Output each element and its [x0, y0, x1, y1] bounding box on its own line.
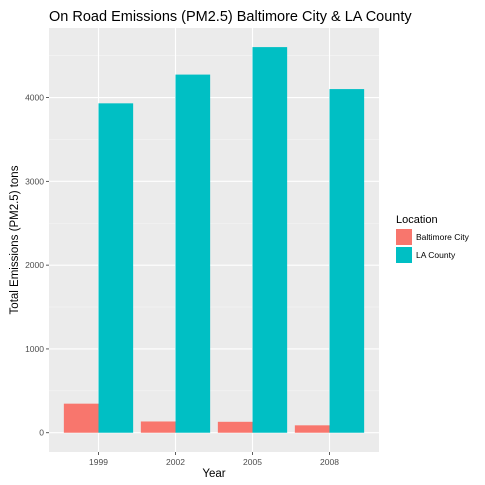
bars — [63, 47, 365, 433]
y-axis: 0 1000 2000 3000 4000 — [25, 93, 49, 438]
x-tick-label: 2002 — [166, 457, 185, 467]
bar-la-county-2005 — [252, 47, 288, 433]
x-axis-title: Year — [202, 468, 225, 480]
y-tick-label: 2000 — [25, 260, 44, 270]
x-tick-label: 1999 — [89, 457, 108, 467]
y-tick-label: 0 — [39, 428, 44, 438]
bar-baltimore-city-2005 — [217, 421, 253, 433]
y-tick-label: 1000 — [25, 344, 44, 354]
x-axis: 1999 2002 2005 2008 — [89, 452, 339, 467]
y-tick-label: 3000 — [25, 176, 44, 186]
bar-la-county-2008 — [329, 89, 365, 433]
legend-key-baltimore-city — [396, 229, 412, 245]
bar-la-county-1999 — [98, 103, 134, 433]
y-tick-label: 4000 — [25, 93, 44, 103]
bar-baltimore-city-2002 — [140, 421, 176, 433]
chart-title: On Road Emissions (PM2.5) Baltimore City… — [49, 9, 412, 25]
bar-baltimore-city-1999 — [63, 403, 99, 433]
x-tick-label: 2008 — [320, 457, 339, 467]
y-axis-title: Total Emissions (PM2.5) tons — [9, 165, 21, 314]
x-tick-label: 2005 — [243, 457, 262, 467]
legend-label: Baltimore City — [416, 232, 470, 242]
bar-la-county-2002 — [175, 74, 211, 433]
legend-key-la-county — [396, 247, 412, 263]
bar-baltimore-city-2008 — [294, 425, 330, 433]
legend-title: Location — [396, 214, 438, 226]
legend-label: LA County — [416, 250, 456, 260]
legend: Location Baltimore City LA County — [396, 214, 470, 263]
